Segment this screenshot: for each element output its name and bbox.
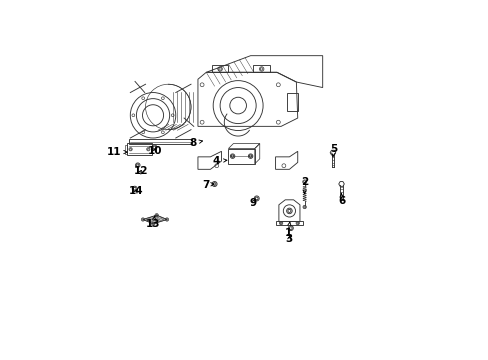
Text: 1: 1 <box>284 222 291 238</box>
Text: 9: 9 <box>249 198 256 208</box>
Text: 13: 13 <box>145 216 160 229</box>
Text: 8: 8 <box>189 138 202 148</box>
Bar <box>129 139 192 144</box>
Text: 7: 7 <box>202 180 214 190</box>
Bar <box>127 143 151 156</box>
Text: 14: 14 <box>129 186 143 196</box>
Bar <box>228 149 254 164</box>
Text: 6: 6 <box>337 193 345 206</box>
Bar <box>125 145 127 154</box>
Text: 3: 3 <box>285 234 292 244</box>
Text: 5: 5 <box>329 144 337 157</box>
Bar <box>275 221 303 225</box>
Text: 10: 10 <box>147 146 162 156</box>
Text: 4: 4 <box>212 156 226 166</box>
Text: 2: 2 <box>301 177 307 193</box>
Text: 11: 11 <box>106 147 127 157</box>
Text: 12: 12 <box>133 166 148 176</box>
